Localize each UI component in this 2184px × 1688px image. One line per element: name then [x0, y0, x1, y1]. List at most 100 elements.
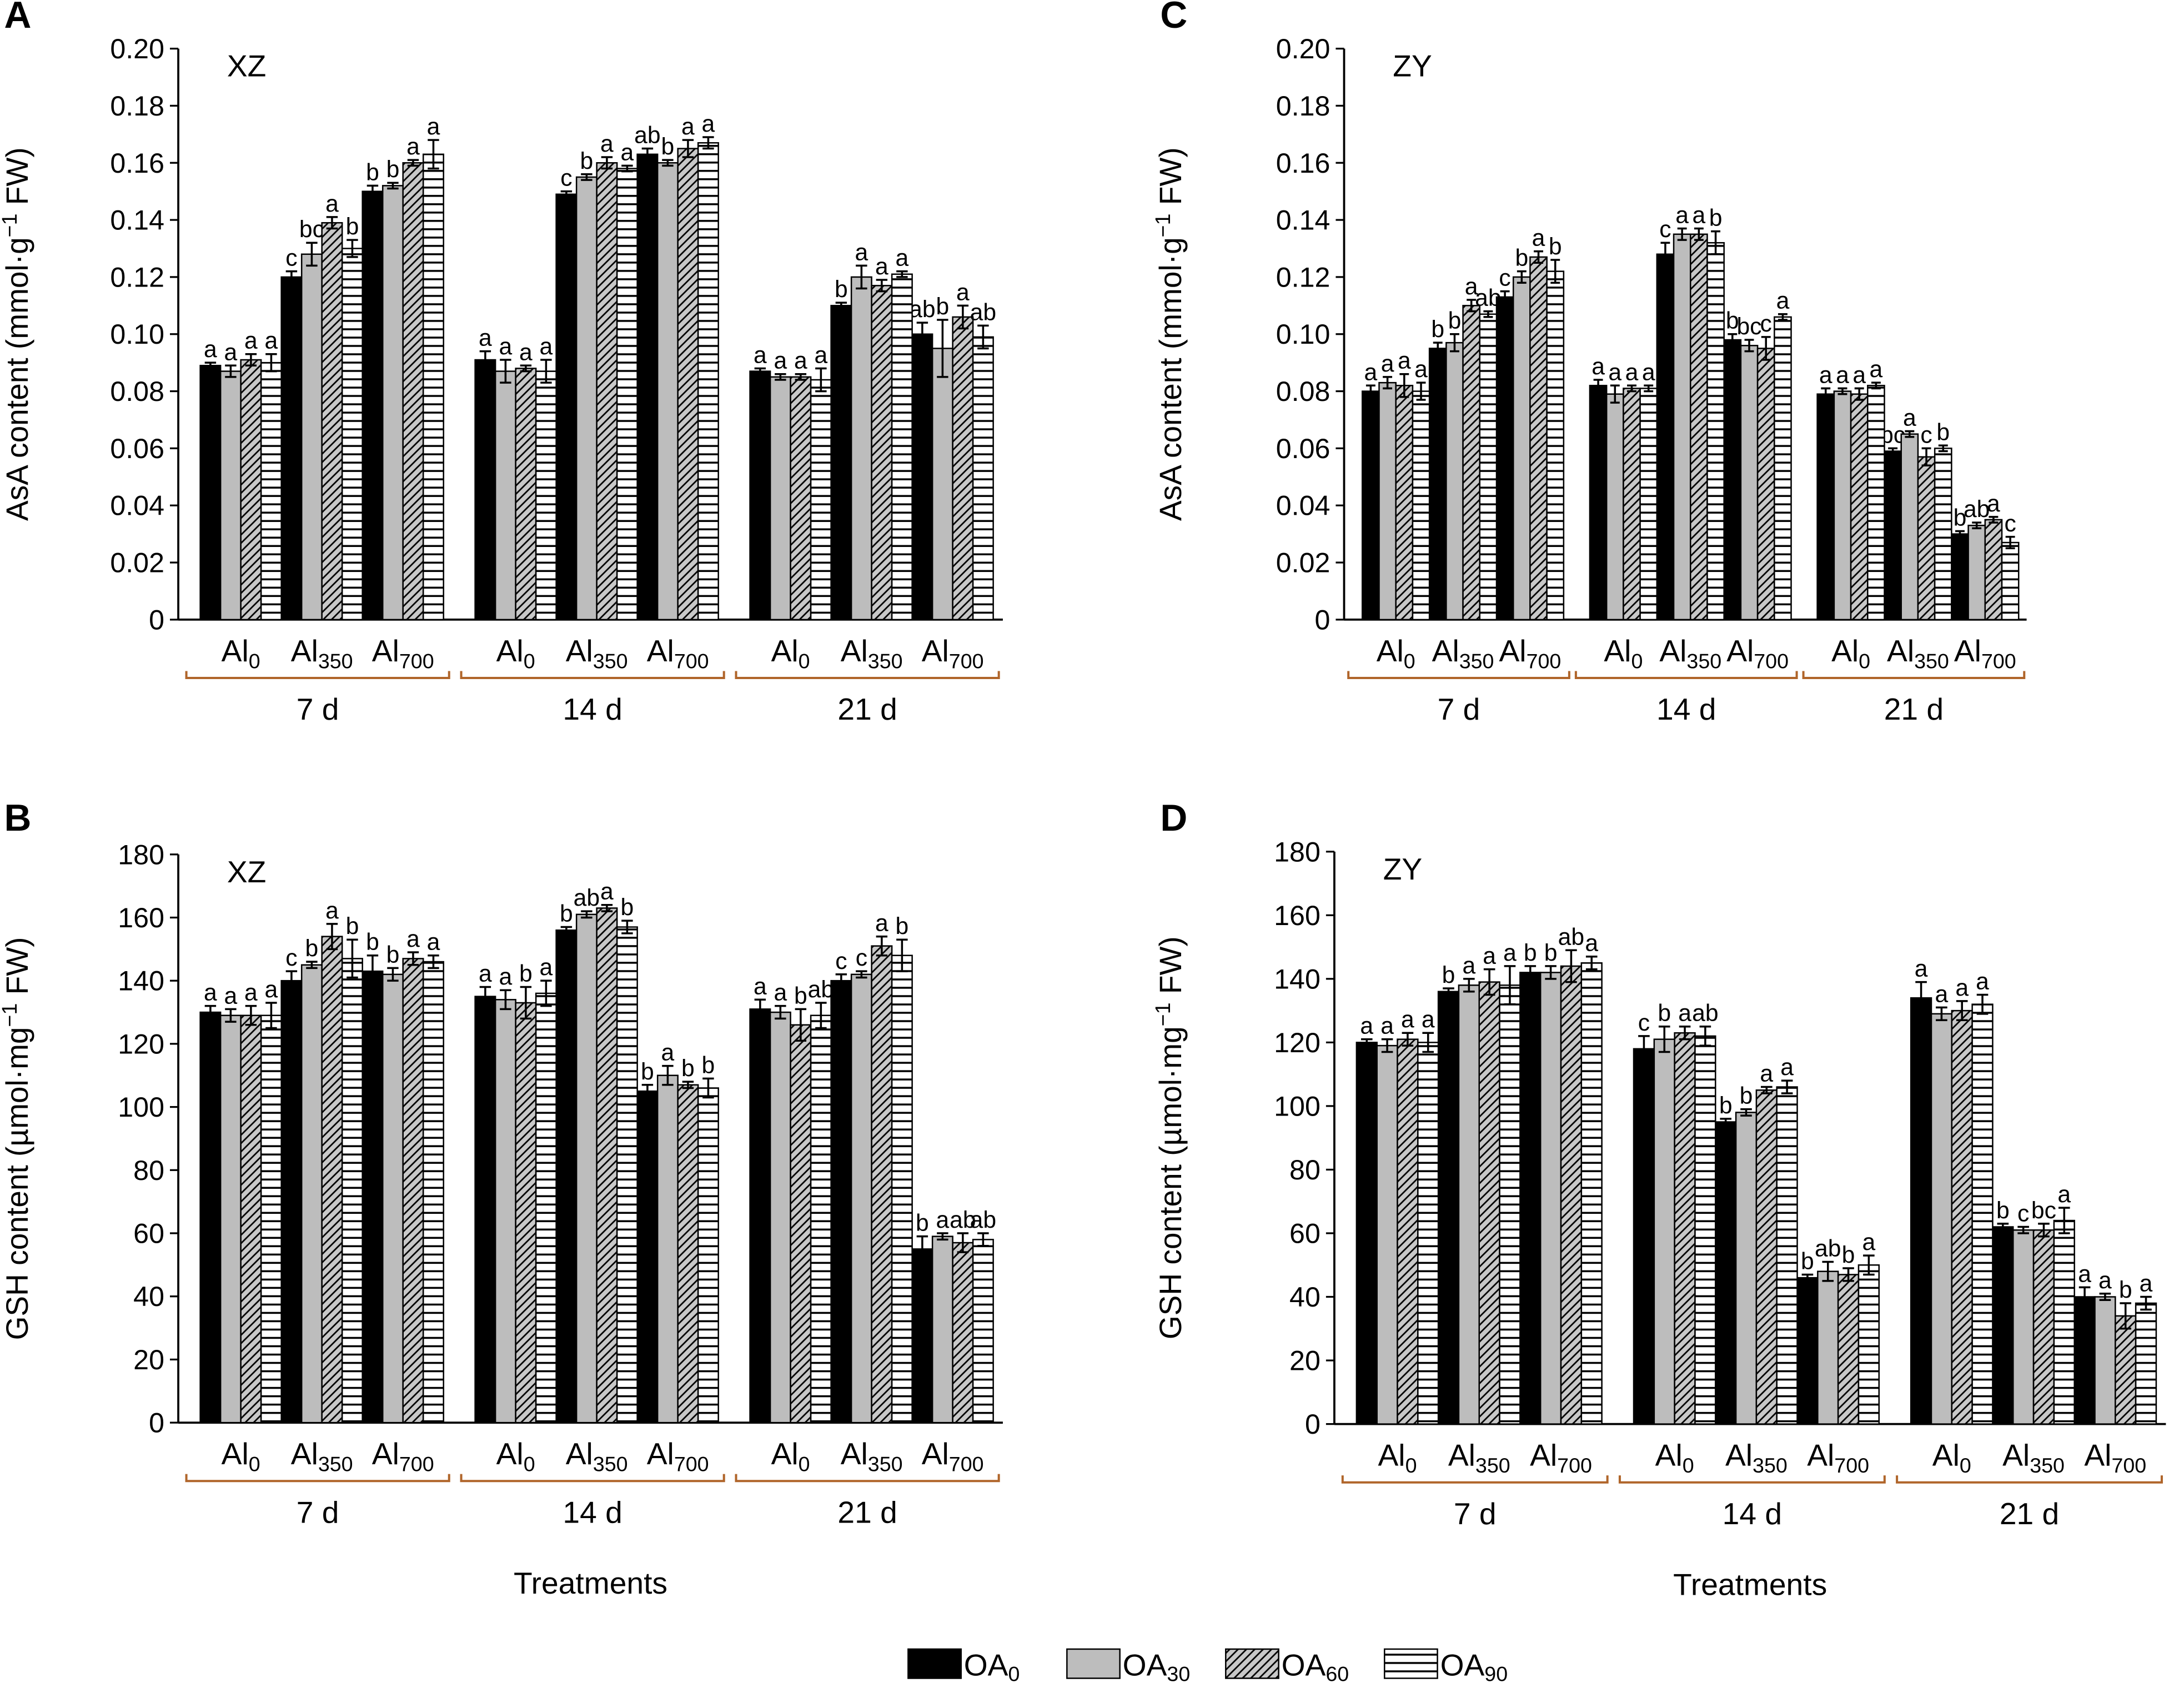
error-bar — [366, 184, 379, 198]
error-bar — [916, 1235, 928, 1263]
bar — [2001, 541, 2020, 621]
significance-label: a — [1591, 353, 1605, 380]
error-bar — [1365, 384, 1375, 398]
error-bar — [407, 951, 419, 966]
group-label: 7 d — [297, 1495, 339, 1529]
significance-label: b — [1719, 1092, 1733, 1119]
significance-label: a — [1585, 930, 1598, 957]
x-axis-label: Treatments — [1673, 1567, 1827, 1601]
bar — [1917, 456, 1936, 621]
bar — [911, 1248, 933, 1424]
significance-label: a — [1381, 350, 1394, 377]
bar — [1412, 390, 1430, 621]
error-bar — [682, 1081, 694, 1089]
y-axis-label: GSH content (µmol·mg−1 FW) — [1151, 936, 1188, 1339]
error-bar — [306, 961, 318, 969]
significance-label: a — [1398, 348, 1411, 374]
error-bar — [245, 353, 257, 367]
y-tick-label: 100 — [1274, 1091, 1321, 1122]
bar — [871, 285, 893, 621]
bar — [474, 996, 496, 1424]
y-tick-label: 0.14 — [110, 205, 164, 236]
error-bar — [2140, 1295, 2152, 1311]
significance-label: c — [1638, 1009, 1650, 1036]
bar — [2094, 1296, 2116, 1425]
bar — [2012, 1229, 2035, 1425]
bar — [697, 142, 719, 621]
x-tick-label: Al0 — [1604, 634, 1643, 672]
x-tick-label-part: Al — [1887, 634, 1914, 668]
x-tick-label-part: Al — [1659, 634, 1686, 668]
bar — [240, 359, 262, 621]
y-tick-label: 0 — [149, 1408, 164, 1439]
chart-label: XZ — [227, 49, 267, 83]
error-bar — [1638, 1035, 1650, 1063]
bar — [749, 1008, 771, 1424]
x-tick-label-part: Al — [771, 634, 799, 668]
bar — [871, 945, 893, 1424]
group-label: 14 d — [563, 1495, 622, 1529]
significance-label: a — [1462, 952, 1475, 979]
error-bar — [1699, 1025, 1711, 1047]
x-tick-label-sub: 0 — [799, 650, 810, 673]
bar — [260, 361, 282, 621]
significance-label: a — [1903, 405, 1916, 431]
error-bar — [2099, 1293, 2111, 1302]
significance-label: a — [1760, 1061, 1773, 1087]
significance-label: c — [1760, 310, 1772, 337]
bar — [422, 153, 444, 621]
x-tick-label: Al350 — [291, 634, 353, 672]
x-tick-label: Al350 — [1659, 634, 1721, 672]
x-tick-label-part: Al — [496, 1436, 524, 1471]
error-bar — [1720, 1118, 1731, 1127]
x-tick-label-sub: 700 — [1834, 1454, 1869, 1477]
error-bar — [795, 1008, 807, 1042]
bar — [636, 1090, 659, 1424]
significance-label: a — [244, 328, 258, 354]
bar — [616, 926, 638, 1424]
group-label: 7 d — [297, 692, 339, 726]
bar — [1499, 984, 1521, 1425]
significance-label: a — [600, 878, 614, 905]
x-tick-label-sub: 700 — [674, 650, 709, 673]
error-bar — [1610, 384, 1620, 404]
group-bracket — [460, 1474, 725, 1483]
error-bar — [1433, 341, 1443, 355]
bar — [2032, 1229, 2055, 1425]
error-bar — [1915, 981, 1927, 1015]
legend-swatch — [1383, 1648, 1438, 1679]
significance-label: b — [936, 293, 950, 320]
significance-label: b — [1936, 419, 1950, 445]
x-tick-label-sub: 350 — [1459, 650, 1494, 673]
x-tick-label: Al0 — [1655, 1438, 1694, 1477]
group-label: 7 d — [1454, 1496, 1497, 1531]
bar — [240, 1014, 262, 1424]
x-tick-label-sub: 350 — [318, 650, 353, 673]
chart-label: ZY — [1383, 852, 1423, 886]
y-tick-label: 80 — [1289, 1154, 1321, 1185]
significance-label: c — [285, 945, 297, 971]
significance-label: a — [794, 348, 807, 374]
error-bar — [1500, 290, 1510, 304]
y-axis-label: AsA content (mmol·g−1 FW) — [0, 147, 34, 521]
bar — [1605, 393, 1624, 621]
bar — [1378, 381, 1397, 621]
y-tick-label: 140 — [118, 966, 164, 997]
group-label: 21 d — [837, 692, 897, 726]
significance-label: ab — [909, 296, 935, 323]
significance-label: a — [1364, 359, 1378, 385]
y-axis-label-part: FW) — [0, 937, 34, 1003]
bar — [1355, 1042, 1378, 1425]
significance-label: b — [661, 133, 675, 160]
x-tick-label: Al0 — [496, 1436, 535, 1475]
error-bar — [641, 147, 654, 161]
error-bar — [1483, 310, 1493, 318]
bar — [199, 1011, 222, 1424]
x-tick-label-part: Al — [1726, 634, 1754, 668]
bar — [381, 973, 404, 1424]
error-bar — [1550, 259, 1560, 284]
error-bar — [1781, 1079, 1793, 1094]
x-tick-label-part: Al — [1807, 1438, 1834, 1473]
x-tick-label: Al700 — [372, 1436, 434, 1475]
error-bar — [2017, 1225, 2029, 1234]
